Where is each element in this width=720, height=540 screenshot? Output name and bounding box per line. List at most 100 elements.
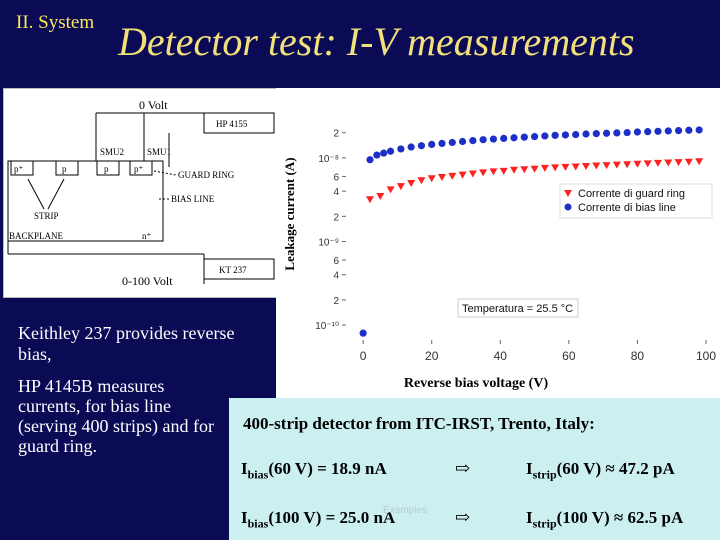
bias-line-point — [572, 130, 580, 139]
bias-line-point — [664, 127, 672, 135]
strip-label: STRIP — [34, 211, 59, 221]
legend-marker-triangle — [564, 190, 572, 197]
zero-volt-label: 0 Volt — [139, 98, 168, 112]
backplane-label: BACKPLANE — [9, 231, 64, 241]
smu2-label: SMU2 — [100, 147, 124, 157]
y-tick-label: 2 — [333, 129, 339, 140]
x-tick-label: 60 — [562, 349, 576, 363]
ibias-60-sub: bias — [247, 467, 269, 482]
guard-ring-label: GUARD RING — [178, 170, 235, 180]
bias-line-point — [373, 151, 381, 159]
bias-line-point — [654, 127, 662, 135]
legend-entry: Corrente di guard ring — [578, 188, 685, 200]
detector-heading: 400-strip detector from ITC-IRST, Trento… — [243, 414, 595, 433]
ibias-60-symbol: I — [241, 459, 248, 478]
bias-line-point — [623, 128, 631, 137]
hp-box — [203, 112, 275, 134]
hp-label: HP 4155 — [216, 119, 248, 129]
pplus-left-label: p⁺ — [14, 164, 24, 174]
bias-line-point — [685, 126, 693, 134]
istrip-60-value: (60 V) ≈ 47.2 pA — [556, 459, 675, 478]
istrip-60-symbol: I — [526, 459, 533, 478]
y-tick-label: 4 — [333, 187, 339, 198]
bias-line-point — [479, 136, 487, 144]
iv-chart: Leakage current (A) Reverse bias voltage… — [276, 88, 720, 398]
bias-line-point — [510, 134, 518, 142]
istrip-100: Istrip(100 V) ≈ 62.5 pA — [526, 508, 683, 531]
guard-ring-point — [664, 159, 673, 167]
guard-ring-point — [520, 166, 529, 174]
bias-line-point — [551, 131, 559, 139]
guard-ring-point — [489, 168, 498, 176]
y-tick-label: 2 — [333, 296, 339, 307]
bias-line-point — [448, 138, 456, 147]
bias-line-point — [366, 156, 374, 164]
guard-ring-point — [592, 162, 601, 170]
guard-ring-point — [602, 162, 611, 170]
schematic-drawing: 0 Volt HP 4155 SMU2 SMU1 p⁺ p p p⁺ GUARD… — [7, 98, 275, 288]
guard-ring-point — [448, 172, 457, 180]
legend-marker-circle — [564, 203, 572, 211]
bias-line-point — [530, 132, 539, 141]
watermark-text: Examples — [383, 505, 427, 516]
bias-line-point — [438, 139, 446, 148]
ibias-60-value: (60 V) = 18.9 nA — [268, 459, 387, 478]
y-tick-label: 4 — [333, 271, 339, 282]
pplus-left-box — [10, 160, 34, 176]
guard-ring-point — [643, 160, 652, 168]
y-tick-label: 10⁻⁹ — [318, 237, 339, 248]
x-tick-label: 100 — [696, 349, 716, 363]
bias-line-point — [489, 135, 498, 143]
x-tick-label: 80 — [631, 349, 645, 363]
bias-line-point — [633, 128, 642, 136]
bias-line-point — [386, 147, 395, 155]
implies-arrow-icon: ⇨ — [455, 507, 471, 527]
bias-line-point — [541, 132, 549, 140]
slide-title: Detector test: I-V measurements — [118, 19, 635, 64]
guard-ring-point — [623, 161, 632, 169]
bias-line-point — [592, 130, 600, 138]
sensor-outline — [7, 160, 164, 242]
bias-line-label: BIAS LINE — [171, 194, 215, 204]
x-tick-label: 40 — [494, 349, 508, 363]
guard-ring-point — [479, 169, 488, 177]
bias-line-point — [380, 149, 388, 157]
keithley-text: Keithley 237 provides reverse bias, — [18, 323, 235, 364]
guard-ring-point — [654, 159, 662, 167]
guard-ring-point — [530, 165, 539, 173]
pplus-right-label: p⁺ — [134, 164, 144, 174]
guard-ring-point — [582, 162, 590, 170]
bias-line-point — [359, 329, 367, 337]
ibias-100: Ibias(100 V) = 25.0 nA — [241, 508, 395, 531]
y-tick-label: 10⁻⁸ — [318, 154, 339, 165]
guard-ring-point — [396, 183, 405, 191]
bias-line-point — [695, 126, 703, 134]
kt-box — [203, 258, 275, 280]
bias-line-point — [469, 136, 477, 145]
bias-line-point — [500, 134, 508, 143]
guard-ring-point — [571, 163, 580, 171]
y-tick-label: 2 — [333, 212, 339, 223]
guard-ring-point — [510, 166, 518, 174]
istrip-100-symbol: I — [526, 508, 533, 527]
ibias-60: Ibias(60 V) = 18.9 nA — [241, 459, 387, 482]
bias-line-point — [428, 140, 436, 148]
istrip-60: Istrip(60 V) ≈ 47.2 pA — [526, 459, 675, 482]
pplus-right-box — [129, 160, 153, 176]
y-axis-label: Leakage current (A) — [282, 157, 297, 270]
bias-line-point — [674, 127, 683, 135]
bias-line-point — [520, 133, 528, 141]
guard-ring-point — [499, 167, 508, 175]
legend-box — [559, 183, 713, 219]
guard-ring-point — [540, 164, 549, 172]
guard-ring-point — [386, 186, 395, 194]
y-tick-label: 6 — [333, 256, 339, 267]
ibias-100-value: (100 V) = 25.0 nA — [268, 508, 396, 527]
guard-ring-point — [407, 180, 416, 188]
implies-arrow-icon: ⇨ — [455, 458, 471, 478]
guard-ring-point — [684, 158, 693, 166]
guard-ring-point — [468, 170, 477, 178]
istrip-100-sub: strip — [532, 516, 557, 531]
temperature-annotation: Temperatura = 25.5 °C — [462, 303, 573, 315]
bias-line-point — [644, 128, 652, 136]
